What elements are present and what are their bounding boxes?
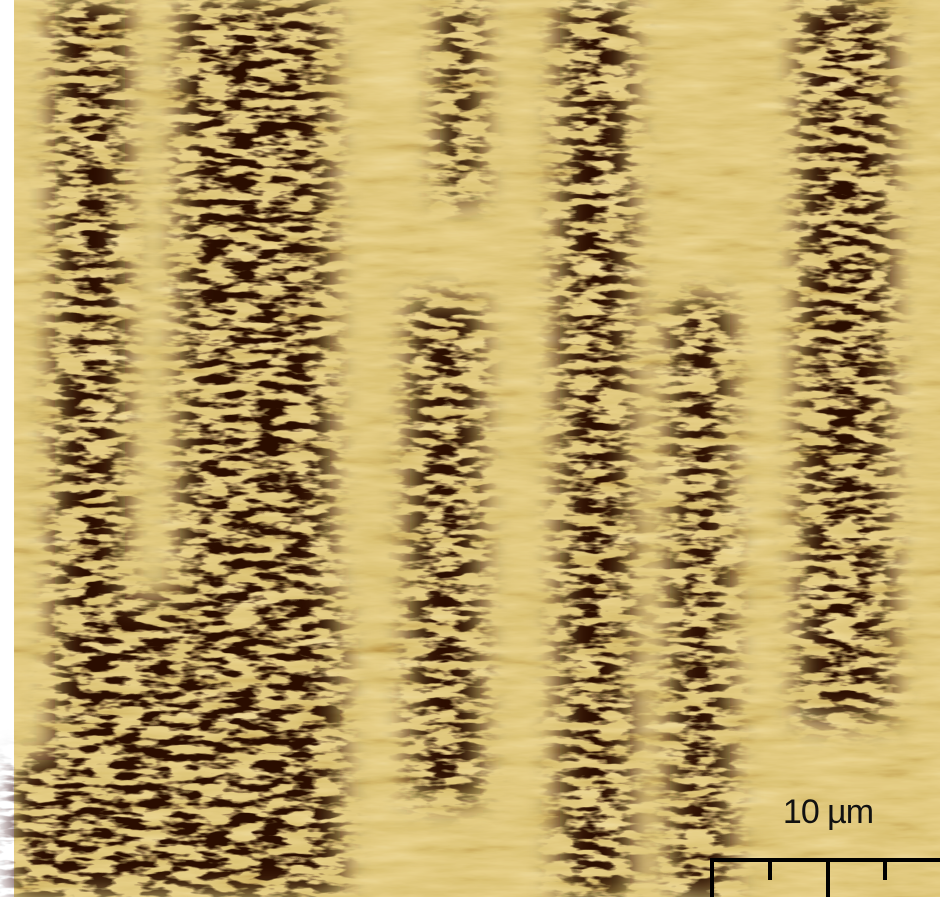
page: 10 µm [0, 0, 940, 897]
scale-bar-label: 10 µm [783, 793, 873, 831]
afm-image: 10 µm [0, 0, 940, 897]
